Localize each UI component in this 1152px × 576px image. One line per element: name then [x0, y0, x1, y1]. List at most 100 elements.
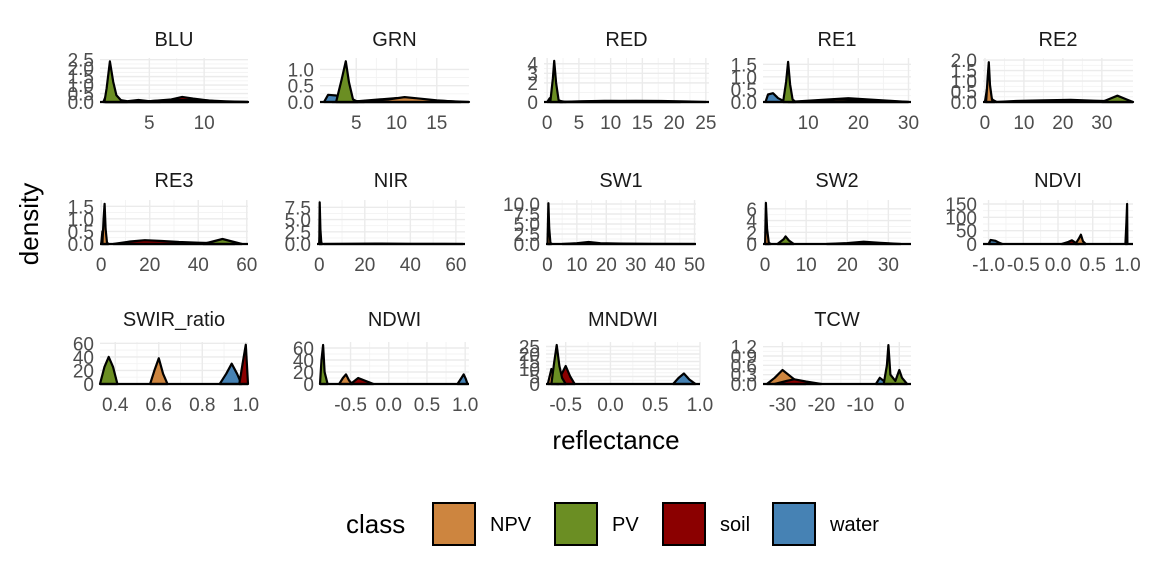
x-tick-label: 10: [566, 255, 587, 276]
y-tick-label: 1.5: [68, 197, 94, 218]
legend-key-water: [772, 502, 816, 546]
y-tick-label: 10: [519, 360, 540, 381]
facet-title: NIR: [374, 170, 408, 192]
y-tick-label: 0.0: [731, 375, 757, 396]
x-tick-label: 5: [351, 113, 362, 134]
y-tick-label: 2.5: [68, 51, 94, 72]
facet-nir: NIR 0 20 40 60 0.02.55.07.5: [285, 170, 467, 276]
x-tick-label: 0: [542, 113, 553, 134]
y-tick-label: 20: [73, 361, 94, 382]
x-tick-label: 10: [600, 113, 621, 134]
x-tick-label: 20: [837, 255, 858, 276]
facet-title: BLU: [155, 29, 194, 51]
x-tick-label: 20: [139, 255, 160, 276]
facet-title: RED: [605, 29, 647, 51]
y-tick-label: 1.5: [731, 55, 757, 76]
legend: class NPV PV soil water: [346, 502, 879, 546]
y-tick-label: 2.5: [514, 225, 540, 246]
x-tick-label: 5: [144, 113, 155, 134]
facet-title: SWIR_ratio: [123, 309, 225, 331]
y-tick-label: 1.5: [68, 68, 94, 89]
y-tick-label: 50: [956, 222, 977, 243]
density-pv: [1124, 202, 1129, 246]
x-tick-label: 10: [798, 113, 819, 134]
facet-re3: RE3 0 20 40 60 0.00.51.01.5: [68, 170, 258, 276]
y-tick-label: 1.0: [68, 76, 94, 97]
x-tick-label: 25: [695, 113, 716, 134]
y-tick-label: 0.5: [288, 77, 314, 98]
facet-title: SW2: [815, 170, 858, 192]
x-tick-label: 15: [632, 113, 653, 134]
density-npv: [1074, 233, 1087, 246]
y-tick-label: 100: [945, 208, 977, 229]
y-tick-label: 4: [746, 212, 757, 233]
y-tick-label: 15: [519, 353, 540, 374]
x-tick-label: 40: [400, 255, 421, 276]
y-tick-label: 0.3: [731, 366, 757, 387]
y-tick-label: 40: [73, 348, 94, 369]
y-tick-label: 1.2: [731, 338, 757, 359]
y-tick-label: 0.6: [731, 356, 757, 377]
y-tick-label: 0.0: [285, 235, 311, 256]
x-tick-label: 40: [655, 255, 676, 276]
y-tick-label: 1.0: [731, 68, 757, 89]
y-tick-label: 2.0: [68, 59, 94, 80]
y-tick-label: 1.0: [68, 210, 94, 231]
facet-re1: RE1 10 20 30 0.00.51.01.5: [731, 29, 919, 134]
y-tick-label: 0.0: [951, 93, 977, 114]
facet-title: TCW: [814, 309, 860, 331]
x-tick-label: 0.0: [597, 395, 623, 416]
x-tick-label: 50: [684, 255, 705, 276]
x-tick-label: 30: [625, 255, 646, 276]
legend-label-water: water: [829, 514, 879, 536]
x-tick-label: -0.5: [1007, 255, 1040, 276]
x-tick-label: 0.4: [102, 395, 129, 416]
x-tick-label: 10: [194, 113, 215, 134]
x-tick-label: 10: [796, 255, 817, 276]
y-tick-label: 5: [529, 368, 540, 389]
x-tick-label: 0.0: [1045, 255, 1071, 276]
density-npv: [985, 61, 996, 104]
facet-title: RE2: [1039, 29, 1078, 51]
y-tick-label: 3: [527, 64, 538, 85]
x-tick-label: 0.0: [376, 395, 402, 416]
x-axis-title: reflectance: [552, 425, 679, 455]
y-tick-label: 0: [527, 93, 538, 114]
density-pv: [335, 60, 359, 104]
y-tick-label: 5.0: [514, 215, 540, 236]
y-tick-label: 60: [293, 339, 314, 360]
facet-title: GRN: [372, 29, 416, 51]
facet-title: NDWI: [368, 309, 421, 331]
y-tick-label: 20: [293, 363, 314, 384]
y-tick-label: 7.5: [514, 205, 540, 226]
x-tick-label: 0.5: [1080, 255, 1106, 276]
y-tick-label: 1.5: [951, 62, 977, 83]
facet-sw1: SW1 0 10 20 30 40 50 0.02.55.07.510.0: [503, 170, 705, 276]
y-tick-label: 0.0: [68, 235, 94, 256]
density-pv: [882, 344, 909, 386]
facet-title: RE3: [155, 170, 194, 192]
y-tick-label: 2: [746, 223, 757, 244]
x-tick-label: 20: [354, 255, 375, 276]
y-tick-label: 0.5: [731, 80, 757, 101]
x-tick-label: 0: [894, 395, 905, 416]
y-tick-label: 7.5: [285, 198, 311, 219]
y-tick-label: 4: [527, 55, 538, 76]
x-tick-label: 30: [1091, 113, 1112, 134]
y-tick-label: 0.0: [68, 93, 94, 114]
x-tick-label: 0: [980, 113, 991, 134]
x-tick-label: -10: [847, 395, 874, 416]
y-tick-label: 6: [746, 200, 757, 221]
x-tick-label: 5: [574, 113, 585, 134]
facet-re2: RE2 0 10 20 30 0.00.51.01.52.0: [951, 29, 1135, 134]
y-tick-label: 0: [746, 235, 757, 256]
y-tick-label: 0: [303, 375, 314, 396]
legend-key-soil: [662, 502, 706, 546]
y-tick-label: 150: [945, 195, 977, 216]
legend-title: class: [346, 509, 405, 539]
y-tick-label: 0.0: [731, 93, 757, 114]
x-tick-label: 40: [188, 255, 209, 276]
